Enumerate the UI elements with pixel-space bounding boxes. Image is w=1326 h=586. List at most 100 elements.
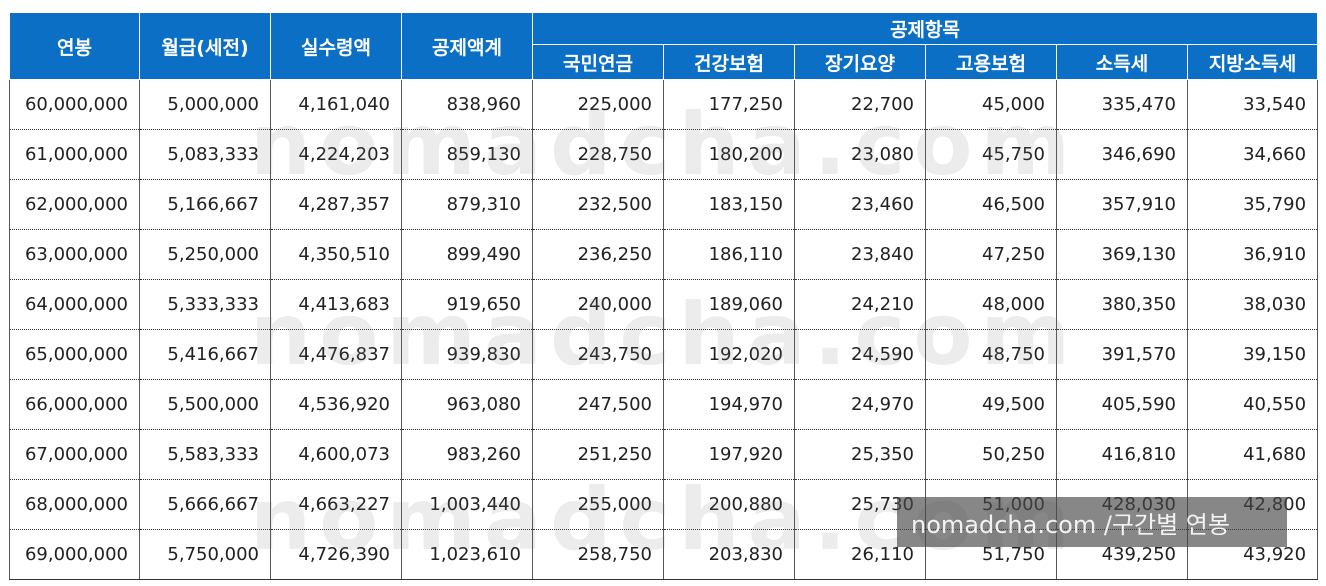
table-cell: 939,830 xyxy=(401,329,533,380)
table-cell: 1,003,440 xyxy=(401,479,533,530)
table-body: 60,000,000 5,000,000 4,161,040 838,960 225,0… xyxy=(9,79,1319,580)
table-cell: 879,310 xyxy=(401,179,533,230)
table-cell: 62,000,000 xyxy=(9,179,140,230)
table-cell: 5,000,000 xyxy=(139,79,271,130)
table-row: 60,000,000 5,000,000 4,161,040 838,960 225,0… xyxy=(9,79,1319,130)
table-row: 64,000,000 5,333,333 4,413,683 919,650 240,0… xyxy=(9,279,1319,330)
header-net-pay: 실수령액 xyxy=(270,12,402,80)
table-cell: 236,250 xyxy=(532,229,664,280)
table-cell: 4,663,227 xyxy=(270,479,402,530)
table-cell: 4,161,040 xyxy=(270,79,402,130)
table-cell: 391,570 xyxy=(1056,329,1188,380)
header-deduction-group: 공제항목 xyxy=(531,12,1319,45)
table-cell: 258,750 xyxy=(532,529,664,580)
table-cell: 45,750 xyxy=(925,129,1057,180)
table-cell: 47,250 xyxy=(925,229,1057,280)
table-cell: 859,130 xyxy=(401,129,533,180)
table-cell: 197,920 xyxy=(663,429,795,480)
table-cell: 68,000,000 xyxy=(9,479,140,530)
table-cell: 33,540 xyxy=(1186,79,1319,130)
table-cell: 24,210 xyxy=(794,279,926,330)
table-cell: 61,000,000 xyxy=(9,129,140,180)
table-cell: 983,260 xyxy=(401,429,533,480)
table-cell: 5,250,000 xyxy=(139,229,271,280)
table-cell: 38,030 xyxy=(1186,279,1319,330)
table-row: 66,000,000 5,500,000 4,536,920 963,080 247,5… xyxy=(9,379,1319,430)
table-row: 61,000,000 5,083,333 4,224,203 859,130 228,7… xyxy=(9,129,1319,180)
table-cell: 1,023,610 xyxy=(401,529,533,580)
table-cell: 48,750 xyxy=(925,329,1057,380)
table-row: 62,000,000 5,166,667 4,287,357 879,310 232,5… xyxy=(9,179,1319,230)
table-cell: 24,970 xyxy=(794,379,926,430)
table-cell: 232,500 xyxy=(532,179,664,230)
table-cell: 416,810 xyxy=(1056,429,1188,480)
table-cell: 67,000,000 xyxy=(9,429,140,480)
table-cell: 251,250 xyxy=(532,429,664,480)
table-row: 67,000,000 5,583,333 4,600,073 983,260 251,2… xyxy=(9,429,1319,480)
table-cell: 22,700 xyxy=(794,79,926,130)
table-row: 65,000,000 5,416,667 4,476,837 939,830 243,7… xyxy=(9,329,1319,380)
table-cell: 5,583,333 xyxy=(139,429,271,480)
table-cell: 177,250 xyxy=(663,79,795,130)
table-cell: 200,880 xyxy=(663,479,795,530)
caption-banner: nomadcha.com /구간별 연봉 xyxy=(897,497,1287,547)
table-cell: 45,000 xyxy=(925,79,1057,130)
header-monthly-pay: 월급(세전) xyxy=(139,12,271,80)
table-cell: 5,083,333 xyxy=(139,129,271,180)
header-local-income-tax: 지방소득세 xyxy=(1186,44,1319,80)
table-cell: 4,350,510 xyxy=(270,229,402,280)
table-cell: 5,333,333 xyxy=(139,279,271,330)
header-total-deduction: 공제액계 xyxy=(401,12,533,80)
table-cell: 48,000 xyxy=(925,279,1057,330)
table-cell: 228,750 xyxy=(532,129,664,180)
table-cell: 5,416,667 xyxy=(139,329,271,380)
table-cell: 192,020 xyxy=(663,329,795,380)
table-cell: 189,060 xyxy=(663,279,795,330)
table-cell: 46,500 xyxy=(925,179,1057,230)
table-cell: 25,350 xyxy=(794,429,926,480)
header-annual-salary: 연봉 xyxy=(9,12,140,80)
table-cell: 5,166,667 xyxy=(139,179,271,230)
table-cell: 838,960 xyxy=(401,79,533,130)
header-employment-insurance: 고용보험 xyxy=(925,44,1057,80)
table-cell: 39,150 xyxy=(1186,329,1319,380)
table-cell: 34,660 xyxy=(1186,129,1319,180)
table-cell: 23,080 xyxy=(794,129,926,180)
table-cell: 247,500 xyxy=(532,379,664,430)
table-cell: 5,500,000 xyxy=(139,379,271,430)
table-cell: 194,970 xyxy=(663,379,795,430)
table-cell: 203,830 xyxy=(663,529,795,580)
table-cell: 380,350 xyxy=(1056,279,1188,330)
salary-table: 연봉 월급(세전) 실수령액 공제액계 공제항목 국민연금 건강보험 장기요양 … xyxy=(9,12,1319,580)
table-cell: 60,000,000 xyxy=(9,79,140,130)
table-cell: 41,680 xyxy=(1186,429,1319,480)
salary-table-container: 연봉 월급(세전) 실수령액 공제액계 공제항목 국민연금 건강보험 장기요양 … xyxy=(9,12,1319,580)
table-cell: 963,080 xyxy=(401,379,533,430)
table-cell: 36,910 xyxy=(1186,229,1319,280)
header-health-insurance: 건강보험 xyxy=(663,44,795,80)
table-cell: 40,550 xyxy=(1186,379,1319,430)
table-cell: 5,750,000 xyxy=(139,529,271,580)
table-cell: 66,000,000 xyxy=(9,379,140,430)
table-cell: 240,000 xyxy=(532,279,664,330)
table-cell: 65,000,000 xyxy=(9,329,140,380)
table-cell: 180,200 xyxy=(663,129,795,180)
table-cell: 63,000,000 xyxy=(9,229,140,280)
header-long-term-care: 장기요양 xyxy=(794,44,926,80)
table-cell: 35,790 xyxy=(1186,179,1319,230)
header-income-tax: 소득세 xyxy=(1056,44,1188,80)
table-cell: 4,413,683 xyxy=(270,279,402,330)
table-cell: 225,000 xyxy=(532,79,664,130)
table-cell: 69,000,000 xyxy=(9,529,140,580)
header-national-pension: 국민연금 xyxy=(532,44,664,80)
table-cell: 369,130 xyxy=(1056,229,1188,280)
table-cell: 357,910 xyxy=(1056,179,1188,230)
table-cell: 335,470 xyxy=(1056,79,1188,130)
table-cell: 49,500 xyxy=(925,379,1057,430)
table-cell: 64,000,000 xyxy=(9,279,140,330)
table-cell: 4,726,390 xyxy=(270,529,402,580)
table-cell: 5,666,667 xyxy=(139,479,271,530)
table-cell: 346,690 xyxy=(1056,129,1188,180)
table-row: 63,000,000 5,250,000 4,350,510 899,490 236,2… xyxy=(9,229,1319,280)
table-cell: 405,590 xyxy=(1056,379,1188,430)
